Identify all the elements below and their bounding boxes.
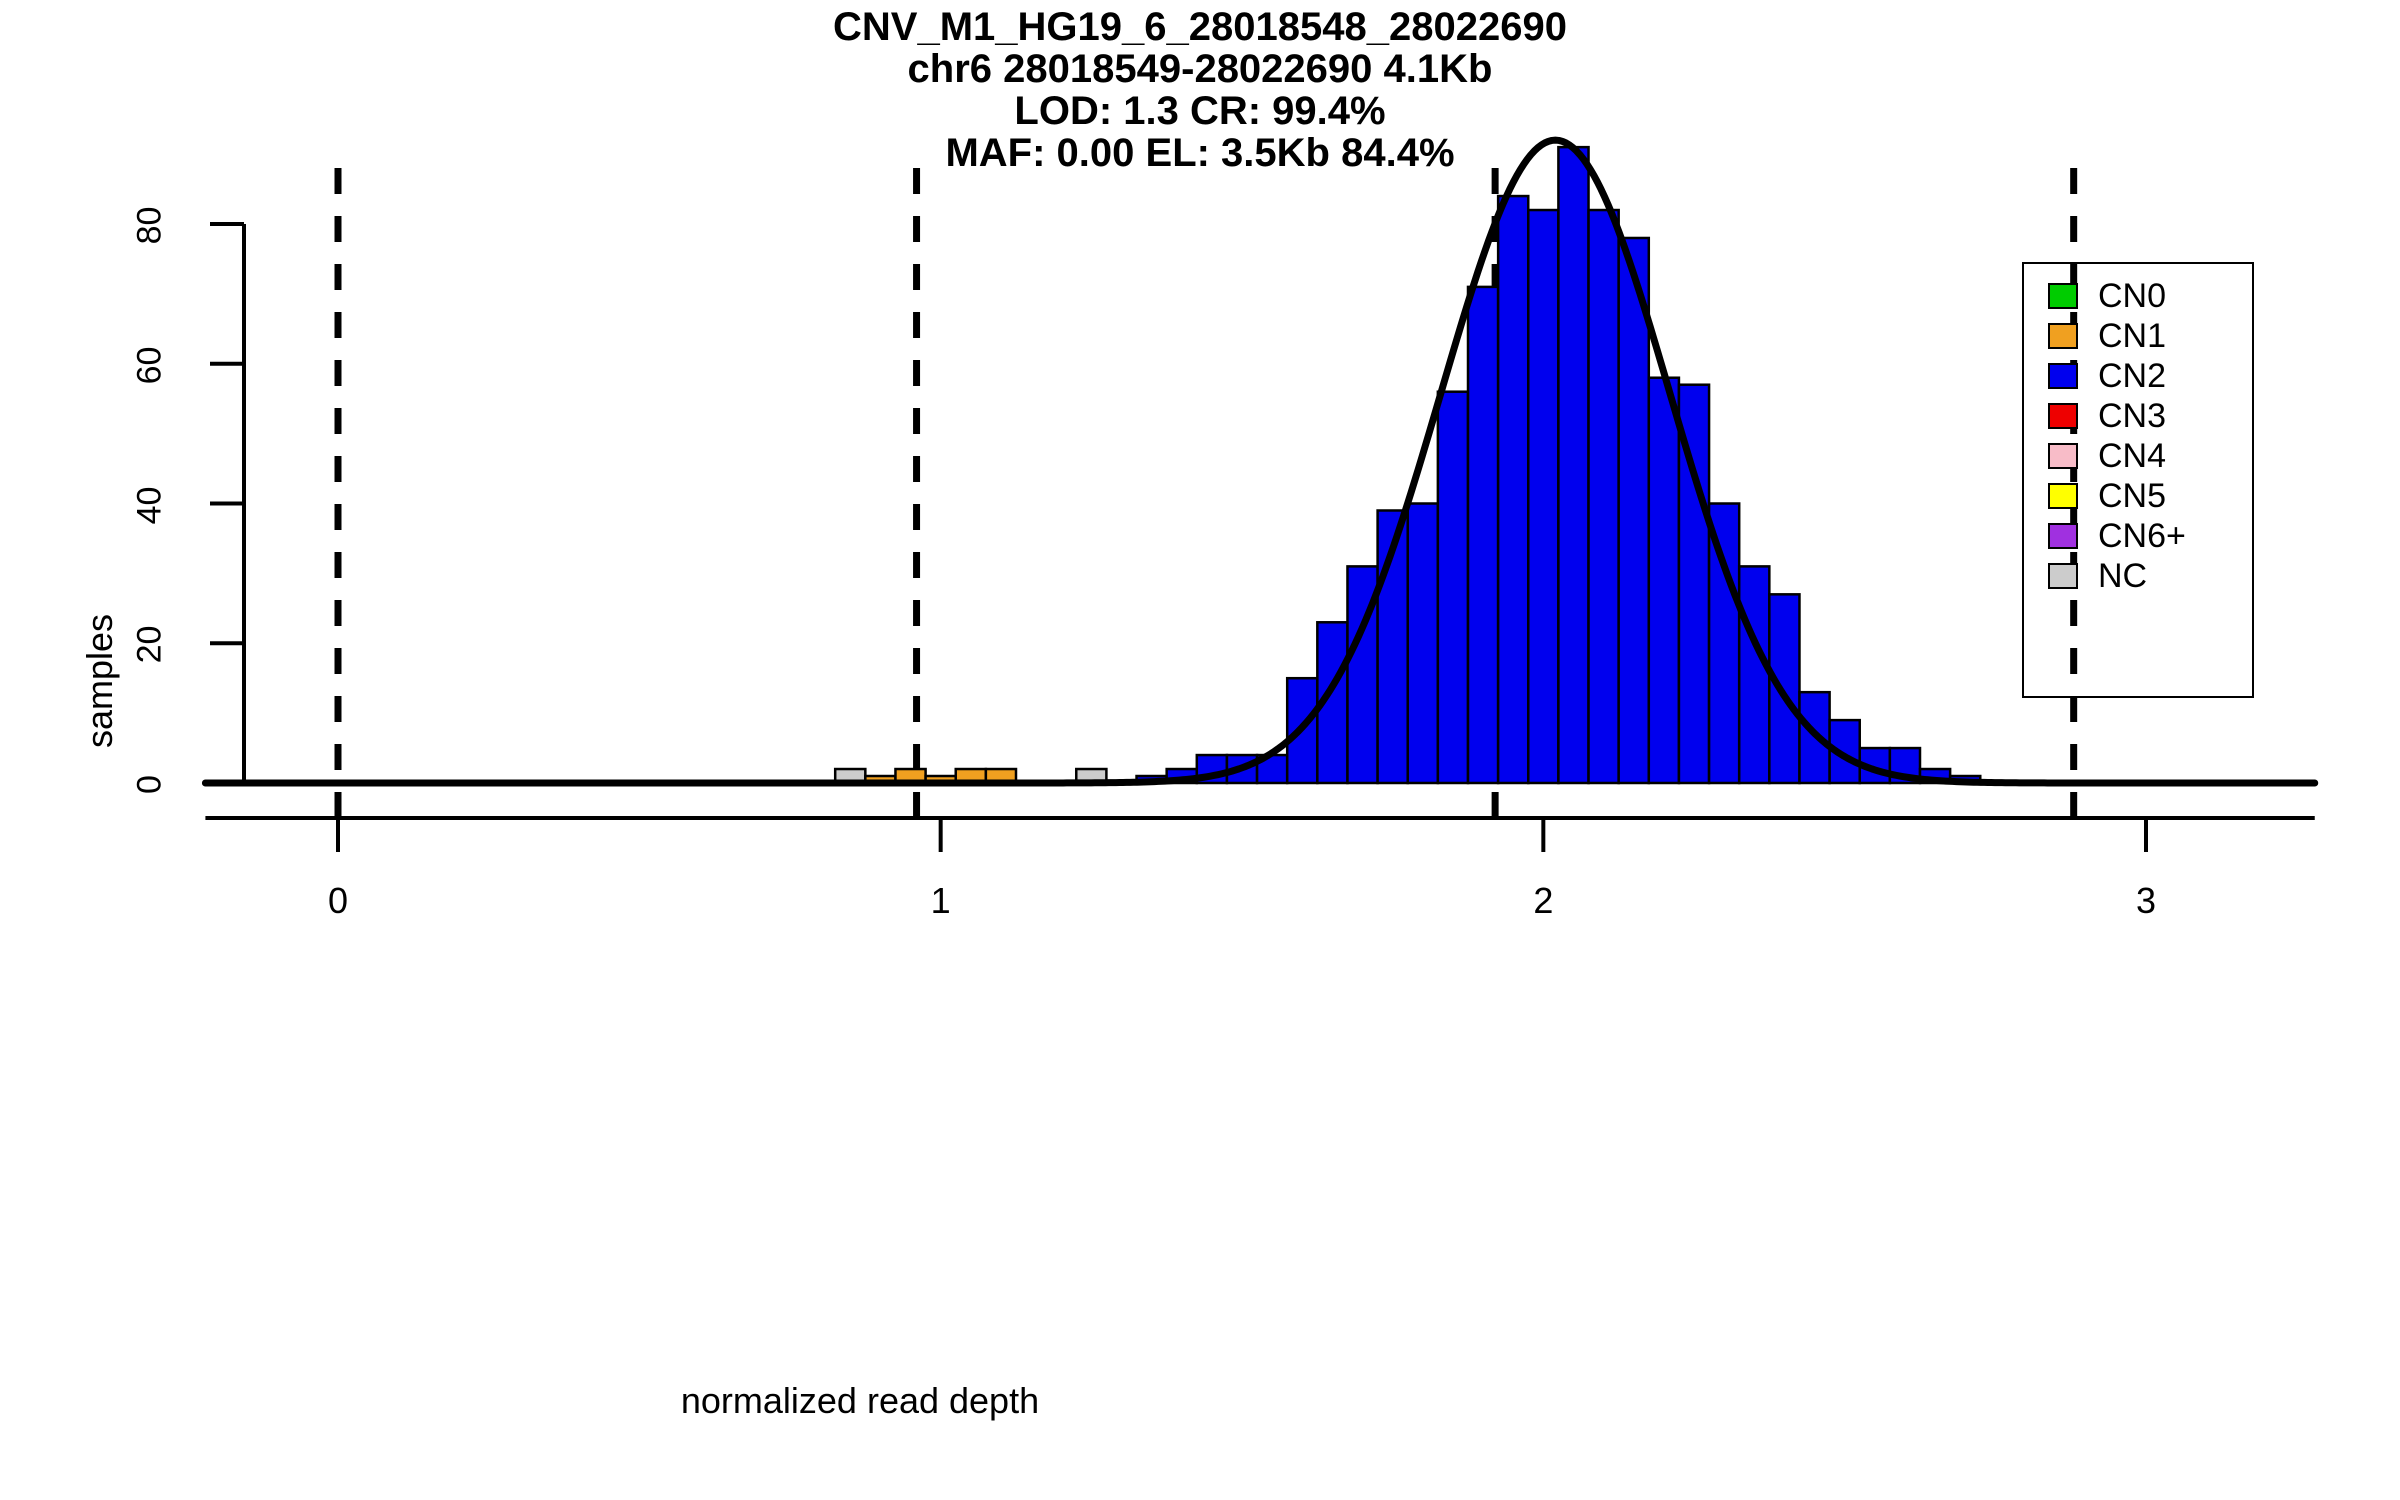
histogram-bar (1496, 194, 1530, 785)
y-axis-tick-label: 60 (130, 346, 169, 385)
title-line-1: CNV_M1_HG19_6_28018548_28022690 (833, 5, 1567, 49)
histogram-bar (1768, 593, 1801, 785)
histogram-bar (1557, 145, 1590, 785)
legend-item-cn1[interactable]: CN1 (2024, 316, 2252, 356)
histogram-bar (1737, 565, 1771, 785)
title-line-4: MAF: 0.00 EL: 3.5Kb 84.4% (945, 131, 1455, 175)
legend-item-cn5[interactable]: CN5 (2024, 476, 2252, 516)
y-axis-tick-label: 0 (130, 775, 169, 794)
legend-swatch-icon (2048, 323, 2078, 349)
legend-item-cn4[interactable]: CN4 (2024, 436, 2252, 476)
legend-item-label: CN4 (2098, 437, 2167, 475)
histogram-bar (1647, 376, 1681, 785)
legend-swatch-icon (2048, 283, 2078, 309)
chart-title: CNV_M1_HG19_6_28018548_28022690 chr6 280… (0, 6, 2400, 174)
x-axis-tick-label: 1 (930, 880, 951, 921)
x-axis-label: normalized read depth (680, 1380, 1040, 1421)
legend-item-label: CN0 (2098, 277, 2167, 315)
histogram-bars (833, 145, 1982, 785)
histogram-bar (1406, 502, 1440, 785)
x-axis-tick-label: 0 (327, 880, 349, 921)
legend-item-cn6plus[interactable]: CN6+ (2024, 516, 2252, 556)
legend-swatch-icon (2048, 443, 2078, 469)
legend-swatch-icon (2048, 403, 2078, 429)
legend-swatch-icon (2048, 483, 2078, 509)
histogram-bar (1617, 236, 1651, 785)
legend-item-label: CN3 (2098, 397, 2167, 435)
legend-item-label: CN5 (2098, 477, 2167, 515)
legend-item-cn0[interactable]: CN0 (2024, 276, 2252, 316)
histogram-bar (1466, 285, 1500, 785)
legend-swatch-icon (2048, 523, 2078, 549)
histogram-bar (1587, 208, 1620, 785)
y-axis-tick-label: 80 (130, 206, 169, 245)
legend-item-cn2[interactable]: CN2 (2024, 356, 2252, 396)
axes (205, 222, 2315, 852)
legend-item-label: CN2 (2098, 357, 2167, 395)
density-curve (201, 136, 2319, 787)
legend-item-label: NC (2098, 557, 2148, 595)
title-line-3: LOD: 1.3 CR: 99.4% (1014, 89, 1386, 133)
title-line-2: chr6 28018549-28022690 4.1Kb (907, 47, 1493, 91)
legend-item-label: CN1 (2098, 317, 2167, 355)
histogram-bar (1436, 390, 1470, 785)
y-axis-label: samples (79, 613, 120, 749)
legend-swatch-icon (2048, 563, 2078, 589)
y-axis-tick-label: 40 (130, 486, 169, 524)
legend-item-nc[interactable]: NC (2024, 556, 2252, 596)
legend-item-cn3[interactable]: CN3 (2024, 396, 2252, 436)
x-axis-tick-label: 2 (1533, 880, 1554, 921)
legend-swatch-icon (2048, 363, 2078, 389)
y-axis-tick-label: 20 (130, 625, 169, 664)
histogram-bar (1527, 208, 1560, 785)
copy-number-legend: CN0 CN1 CN2 CN3 CN4 CN5 CN6+ NC (2022, 262, 2254, 698)
legend-item-label: CN6+ (2098, 517, 2186, 555)
fitted-density-path (201, 136, 2319, 787)
x-axis-tick-label: 3 (2135, 880, 2157, 921)
